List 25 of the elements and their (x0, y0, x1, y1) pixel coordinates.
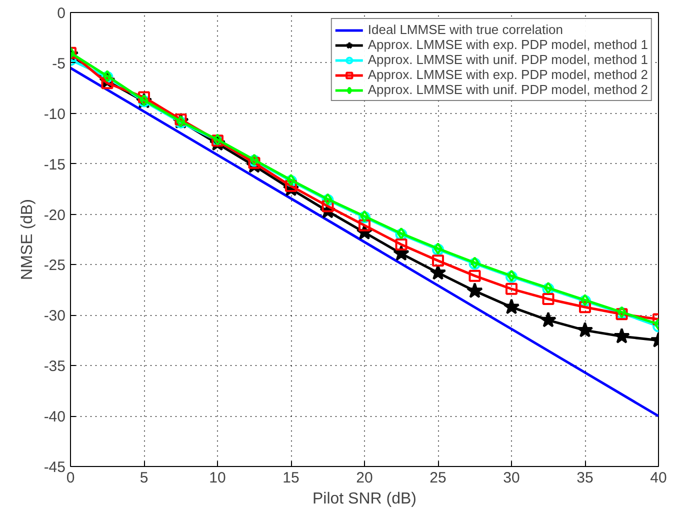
y-tick-label: -10 (44, 106, 66, 123)
x-tick-label: 40 (650, 470, 667, 486)
x-tick-label: 10 (209, 470, 226, 486)
y-tick-label: -30 (44, 308, 66, 325)
y-axis-title: NMSE (dB) (18, 199, 36, 280)
legend-label: Approx. LMMSE with exp. PDP model, method 2 (368, 67, 648, 82)
y-tick-label: -40 (44, 408, 66, 426)
x-tick-label: 5 (140, 470, 148, 486)
x-axis-title: Pilot SNR (dB) (312, 490, 417, 508)
y-tick-label: -20 (44, 206, 66, 224)
legend-label: Ideal LMMSE with true correlation (368, 22, 563, 37)
y-tick-label: -5 (52, 55, 66, 72)
x-tick-label: 15 (282, 470, 300, 486)
y-tick-label: -15 (44, 156, 66, 174)
legend-label: Approx. LMMSE with unif. PDP model, method 1 (368, 52, 648, 67)
x-tick-label: 25 (430, 470, 446, 486)
legend-label: Approx. LMMSE with unif. PDP model, method 2 (368, 82, 648, 97)
y-tick-label: -45 (44, 459, 66, 476)
x-tick-label: 30 (503, 470, 520, 486)
x-tick-label: 35 (576, 470, 594, 486)
x-tick-label: 20 (356, 470, 373, 486)
legend-label: Approx. LMMSE with exp. PDP model, method 1 (368, 37, 648, 52)
y-tick-label: -25 (44, 257, 66, 274)
y-tick-label: -35 (44, 358, 66, 376)
y-tick-label: 0 (57, 5, 66, 22)
